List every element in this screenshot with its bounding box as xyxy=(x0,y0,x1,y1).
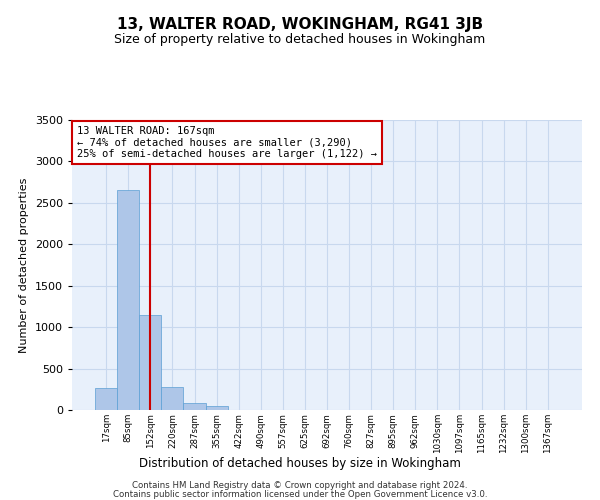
Y-axis label: Number of detached properties: Number of detached properties xyxy=(19,178,29,352)
Text: Contains HM Land Registry data © Crown copyright and database right 2024.: Contains HM Land Registry data © Crown c… xyxy=(132,481,468,490)
Text: Distribution of detached houses by size in Wokingham: Distribution of detached houses by size … xyxy=(139,458,461,470)
Text: 13 WALTER ROAD: 167sqm
← 74% of detached houses are smaller (3,290)
25% of semi-: 13 WALTER ROAD: 167sqm ← 74% of detached… xyxy=(77,126,377,159)
Text: 13, WALTER ROAD, WOKINGHAM, RG41 3JB: 13, WALTER ROAD, WOKINGHAM, RG41 3JB xyxy=(117,18,483,32)
Bar xyxy=(161,387,184,410)
Bar xyxy=(117,190,139,410)
Bar xyxy=(206,406,227,410)
Text: Size of property relative to detached houses in Wokingham: Size of property relative to detached ho… xyxy=(115,32,485,46)
Bar xyxy=(139,314,161,410)
Bar xyxy=(184,402,206,410)
Bar xyxy=(95,388,117,410)
Text: Contains public sector information licensed under the Open Government Licence v3: Contains public sector information licen… xyxy=(113,490,487,499)
